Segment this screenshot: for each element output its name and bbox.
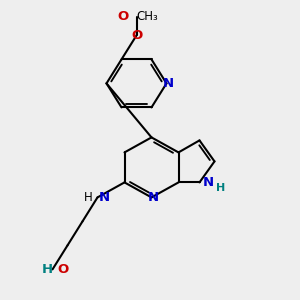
Text: O: O [57, 263, 68, 276]
Text: N: N [147, 191, 159, 204]
Text: H: H [84, 191, 93, 204]
Text: H: H [216, 183, 225, 193]
Text: H: H [41, 263, 52, 276]
Text: N: N [203, 176, 214, 189]
Text: O: O [118, 10, 129, 23]
Text: CH₃: CH₃ [136, 10, 158, 23]
Text: N: N [162, 77, 174, 90]
Text: O: O [131, 29, 142, 42]
Text: N: N [99, 191, 110, 204]
